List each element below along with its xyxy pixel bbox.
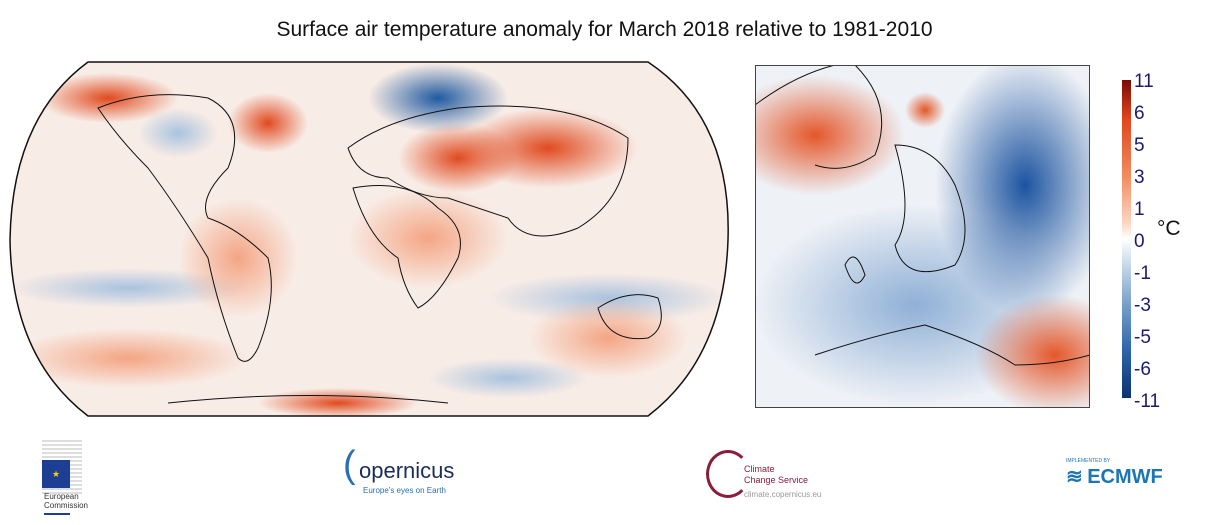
europe-anomaly-map xyxy=(755,65,1090,408)
europe-map-border xyxy=(755,65,1090,408)
ecmwf-pre: IMPLEMENTED BY xyxy=(1066,458,1111,464)
colorbar-tick: -5 xyxy=(1134,327,1151,348)
colorbar-tick: -6 xyxy=(1134,359,1151,380)
map-border xyxy=(9,61,729,417)
colorbar-tick: 11 xyxy=(1134,71,1154,92)
anomaly-field xyxy=(10,62,729,416)
colorbar xyxy=(1122,80,1131,398)
c3s-line1: Climate xyxy=(744,464,775,474)
colorbar-unit: °C xyxy=(1157,217,1181,240)
c3s-ring-icon xyxy=(706,450,750,498)
european-commission-logo: ★ European Commission xyxy=(22,440,92,515)
colorbar-tick: -3 xyxy=(1134,295,1151,316)
eu-flag-icon: ★ xyxy=(42,460,70,488)
colorbar-tick: 0 xyxy=(1134,231,1145,252)
colorbar-tick: 1 xyxy=(1134,199,1145,220)
copernicus-tagline: Europe's eyes on Earth xyxy=(363,486,446,495)
colorbar-tick: 3 xyxy=(1134,167,1145,188)
ec-line2: Commission xyxy=(44,501,89,510)
ec-underline xyxy=(44,513,70,515)
ecmwf-name: ECMWF xyxy=(1087,466,1163,488)
global-anomaly-map xyxy=(9,61,729,417)
europe-coastlines xyxy=(755,65,1090,366)
copernicus-arc-icon: ( xyxy=(343,444,356,486)
colorbar-tick: -11 xyxy=(1134,391,1161,412)
colorbar-tick: 6 xyxy=(1134,103,1145,124)
chart-title: Surface air temperature anomaly for Marc… xyxy=(276,18,933,41)
c3s-line2: Change Service xyxy=(744,475,809,485)
europe-anomaly-field xyxy=(755,65,1090,408)
copernicus-name: opernicus xyxy=(359,458,455,483)
ecmwf-logo: IMPLEMENTED BY ≋ ECMWF xyxy=(1066,458,1163,489)
c3s-url: climate.copernicus.eu xyxy=(744,490,822,499)
colorbar-tick: -1 xyxy=(1134,263,1151,284)
coastlines xyxy=(97,94,662,404)
ec-line1: European xyxy=(44,492,79,501)
ecmwf-wave-icon: ≋ xyxy=(1066,466,1083,488)
colorbar-tick: 5 xyxy=(1134,135,1145,156)
